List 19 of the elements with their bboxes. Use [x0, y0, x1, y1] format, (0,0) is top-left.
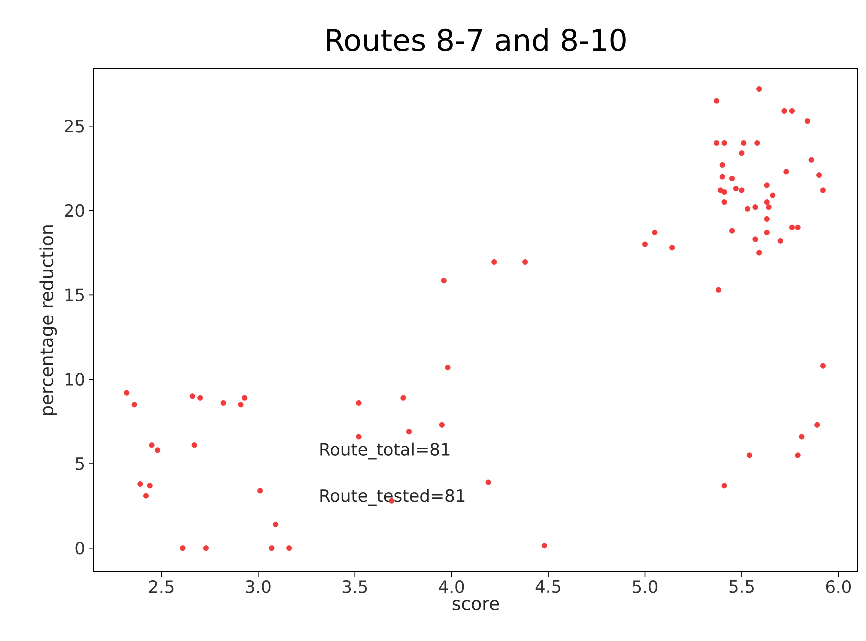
x-tick-label: 3.5	[342, 580, 368, 594]
x-axis-title: score	[452, 600, 500, 610]
y-tick-label: 0	[76, 542, 84, 555]
y-tick-label: 20	[65, 204, 84, 218]
x-tick-label: 3.0	[246, 580, 271, 594]
y-tick-label: 5	[76, 458, 84, 470]
x-tick-label: 5.5	[730, 580, 754, 594]
y-tick-label: 25	[65, 120, 84, 133]
y-tick-label: 10	[66, 373, 84, 386]
y-tick-label: 15	[66, 288, 84, 302]
annotation: Route_tested=81	[320, 489, 465, 506]
x-tick-label: 5.0	[633, 580, 658, 594]
x-tick-label: 2.5	[149, 580, 174, 594]
x-tick-label: 6.0	[826, 580, 852, 594]
x-tick-label: 4.5	[536, 580, 561, 594]
annotation: Route_total=81	[320, 442, 450, 460]
y-axis-title: percentage reduction	[40, 226, 58, 416]
chart-title: Routes 8-7 and 8-10	[327, 28, 626, 52]
x-tick-label: 4.0	[439, 580, 464, 594]
